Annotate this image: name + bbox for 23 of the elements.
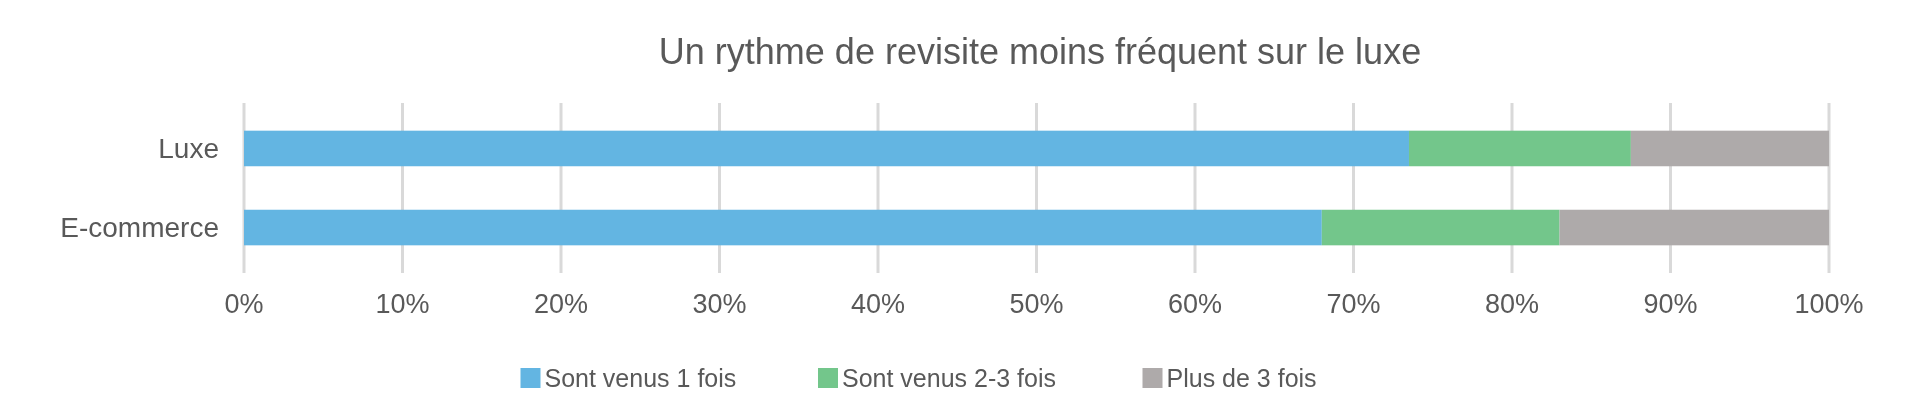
- x-tick-label: 30%: [692, 289, 747, 319]
- legend-label: Plus de 3 fois: [1166, 363, 1317, 392]
- bar: [1321, 209, 1560, 246]
- legend-label: Sont venus 2-3 fois: [842, 363, 1057, 392]
- x-tick-label: 100%: [1794, 289, 1864, 319]
- x-tick-label: 90%: [1643, 289, 1698, 319]
- x-tick-label: 50%: [1009, 289, 1064, 319]
- bar: [1408, 130, 1631, 167]
- bar: [244, 130, 1409, 167]
- bar: [1630, 130, 1830, 167]
- y-tick-label: E-commerce: [60, 212, 219, 244]
- x-tick-label: 0%: [224, 289, 264, 319]
- x-tick-label: 40%: [850, 289, 906, 319]
- x-tick-label: 80%: [1484, 289, 1540, 319]
- legend-label: Sont venus 1 fois: [544, 363, 737, 392]
- chart-title: Un rythme de revisite moins fréquent sur le luxe: [658, 31, 1422, 72]
- x-tick-label: 70%: [1326, 289, 1381, 319]
- y-tick-label: Luxe: [158, 133, 219, 165]
- x-tick-label: 60%: [1167, 289, 1223, 319]
- x-tick-label: 10%: [375, 289, 430, 319]
- bar: [244, 209, 1322, 246]
- x-tick-label: 20%: [533, 289, 589, 319]
- bar: [1559, 209, 1829, 246]
